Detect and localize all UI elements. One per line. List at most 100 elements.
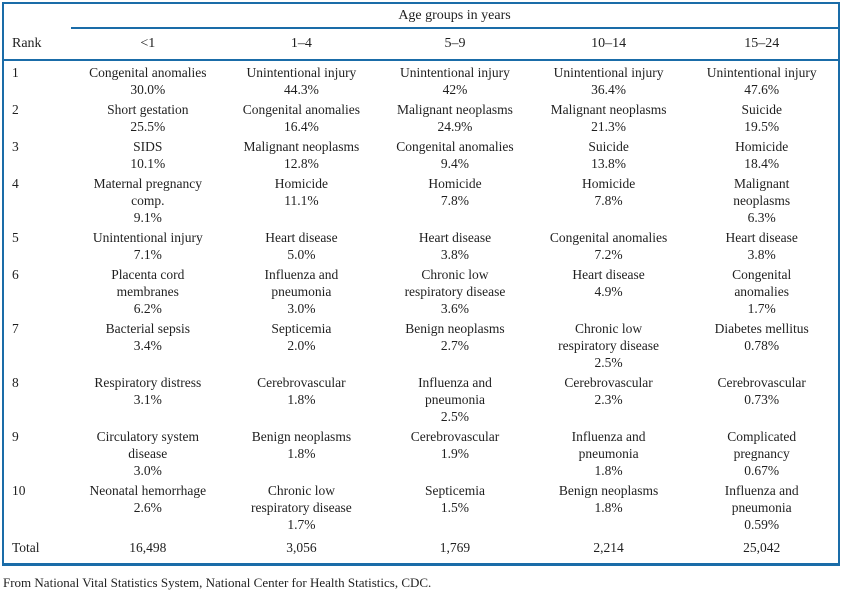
cause-name: Respiratory distress bbox=[94, 375, 202, 390]
cause-pct: 2.6% bbox=[133, 500, 162, 515]
cause-name: Heart disease bbox=[572, 267, 645, 282]
col-header-5-9: 5–9 bbox=[378, 28, 532, 61]
leading-causes-of-death-table: Age groups in years Rank <1 1–4 5–9 10–1… bbox=[2, 2, 840, 566]
cause-cell: Complicated pregnancy 0.67% bbox=[685, 425, 839, 479]
cause-pct: 30.0% bbox=[130, 82, 166, 97]
cause-pct: 6.3% bbox=[747, 210, 776, 225]
column-header-row: Rank <1 1–4 5–9 10–14 15–24 bbox=[3, 28, 839, 61]
cause-name: Benign neoplasms bbox=[405, 321, 505, 336]
cause-pct: 2.5% bbox=[594, 355, 623, 370]
cause-name: Heart disease bbox=[418, 230, 492, 245]
cause-cell: Malignant neoplasms 6.3% bbox=[685, 172, 839, 226]
cause-cell: Malignant neoplasms 24.9% bbox=[378, 98, 532, 135]
cause-name: Chronic low respiratory disease bbox=[558, 321, 659, 353]
cause-name: Malignant neoplasms bbox=[733, 176, 791, 208]
cause-pct: 1.5% bbox=[440, 500, 470, 515]
total-value: 1,769 bbox=[439, 540, 471, 555]
cause-pct: 3.4% bbox=[133, 338, 162, 353]
cause-name: Bacterial sepsis bbox=[105, 321, 190, 336]
cause-pct: 2.0% bbox=[287, 338, 316, 353]
cause-cell: Influenza and pneumonia 1.8% bbox=[532, 425, 686, 479]
cause-pct: 1.8% bbox=[287, 446, 316, 461]
cause-name: Influenza and pneumonia bbox=[571, 429, 646, 461]
source-note: From National Vital Statistics System, N… bbox=[3, 575, 432, 590]
cause-cell: Unintentional injury 7.1% bbox=[71, 226, 225, 263]
table-row-rank-10: 10 Neonatal hemorrhage 2.6% Chronic low r… bbox=[3, 479, 839, 533]
cause-name: Cerebrovascular bbox=[410, 429, 500, 444]
cause-name: Unintentional injury bbox=[400, 65, 510, 80]
cause-cell: Congenital anomalies 16.4% bbox=[225, 98, 379, 135]
rank-cell: 5 bbox=[12, 230, 19, 245]
cause-name: Cerebrovascular bbox=[257, 375, 346, 390]
cause-name: Septicemia bbox=[271, 321, 332, 336]
cause-pct: 7.2% bbox=[594, 247, 623, 262]
cause-pct: 9.4% bbox=[440, 156, 470, 171]
cause-cell: Influenza and pneumonia 3.0% bbox=[225, 263, 379, 317]
cause-cell: Respiratory distress 3.1% bbox=[71, 371, 225, 425]
cause-name: Malignant neoplasms bbox=[243, 139, 360, 154]
cause-name: Benign neoplasms bbox=[251, 429, 352, 444]
cause-name: Benign neoplasms bbox=[558, 483, 659, 498]
cause-pct: 6.2% bbox=[133, 301, 162, 316]
cause-name: Chronic low respiratory disease bbox=[250, 483, 352, 515]
cause-cell: Bacterial sepsis 3.4% bbox=[71, 317, 225, 371]
cause-cell: Chronic low respiratory disease 2.5% bbox=[532, 317, 686, 371]
cause-pct: 47.6% bbox=[744, 82, 780, 97]
cause-name: SIDS bbox=[133, 139, 163, 154]
cause-name: Influenza and pneumonia bbox=[418, 375, 492, 407]
cause-cell: Unintentional injury 47.6% bbox=[685, 60, 839, 98]
cause-pct: 4.9% bbox=[594, 284, 623, 299]
cause-name: Placenta cord membranes bbox=[111, 267, 185, 299]
total-label: Total bbox=[12, 540, 40, 555]
cause-pct: 3.8% bbox=[440, 247, 470, 262]
total-value: 2,214 bbox=[593, 540, 624, 555]
rank-cell: 8 bbox=[12, 375, 19, 390]
table-row-rank-4: 4 Maternal pregnancy comp. 9.1% Homicide 1… bbox=[3, 172, 839, 226]
cause-cell: Unintentional injury 42% bbox=[378, 60, 532, 98]
cause-cell: Heart disease 4.9% bbox=[532, 263, 686, 317]
rank-cell: 10 bbox=[12, 483, 26, 498]
cause-pct: 2.3% bbox=[594, 392, 623, 407]
cause-pct: 1.9% bbox=[440, 446, 470, 461]
cause-pct: 3.0% bbox=[287, 301, 316, 316]
col-header-1-4: 1–4 bbox=[224, 28, 379, 61]
table-row-rank-7: 7 Bacterial sepsis 3.4% Septicemia 2.0% Be… bbox=[3, 317, 839, 371]
table-row-rank-6: 6 Placenta cord membranes 6.2% Influenza … bbox=[3, 263, 839, 317]
cause-cell: Congenital anomalies 9.4% bbox=[378, 135, 532, 172]
cause-name: Homicide bbox=[274, 176, 329, 191]
cause-cell: Diabetes mellitus 0.78% bbox=[685, 317, 839, 371]
age-groups-title: Age groups in years bbox=[71, 3, 839, 29]
cause-pct: 13.8% bbox=[591, 156, 627, 171]
cause-cell: Cerebrovascular 1.8% bbox=[225, 371, 379, 425]
cause-pct: 3.1% bbox=[133, 392, 162, 407]
cause-name: Diabetes mellitus bbox=[714, 321, 809, 336]
cause-pct: 42% bbox=[442, 82, 468, 97]
cause-cell: Suicide 19.5% bbox=[685, 98, 839, 135]
cause-pct: 12.8% bbox=[283, 156, 319, 171]
total-row: Total 16,498 3,056 1,769 2,214 25,042 bbox=[3, 533, 839, 565]
cause-name: Complicated pregnancy bbox=[727, 429, 797, 461]
cause-cell: Unintentional injury 36.4% bbox=[532, 60, 686, 98]
cause-name: Maternal pregnancy comp. bbox=[93, 176, 202, 208]
cause-pct: 0.73% bbox=[744, 392, 780, 407]
cause-cell: Unintentional injury 44.3% bbox=[225, 60, 379, 98]
cause-pct: 7.1% bbox=[133, 247, 162, 262]
cause-pct: 11.1% bbox=[284, 193, 319, 208]
cause-name: Congenital anomalies bbox=[549, 230, 668, 245]
cause-pct: 1.8% bbox=[594, 500, 623, 515]
table-row-rank-9: 9 Circulatory system disease 3.0% Benign … bbox=[3, 425, 839, 479]
cause-name: Suicide bbox=[741, 102, 782, 117]
cause-name: Congenital anomalies bbox=[89, 65, 207, 80]
cause-cell: Homicide 7.8% bbox=[532, 172, 686, 226]
cause-name: Heart disease bbox=[265, 230, 338, 245]
cause-pct: 19.5% bbox=[744, 119, 780, 134]
cause-pct: 2.5% bbox=[440, 409, 470, 424]
rank-cell: 7 bbox=[12, 321, 19, 336]
table-row-rank-3: 3 SIDS 10.1% Malignant neoplasms 12.8% Con… bbox=[3, 135, 839, 172]
cause-name: Unintentional injury bbox=[246, 65, 357, 80]
total-value: 3,056 bbox=[286, 540, 317, 555]
cause-name: Cerebrovascular bbox=[564, 375, 653, 390]
col-header-15-24: 15–24 bbox=[685, 28, 839, 61]
cause-pct: 0.67% bbox=[744, 463, 780, 478]
